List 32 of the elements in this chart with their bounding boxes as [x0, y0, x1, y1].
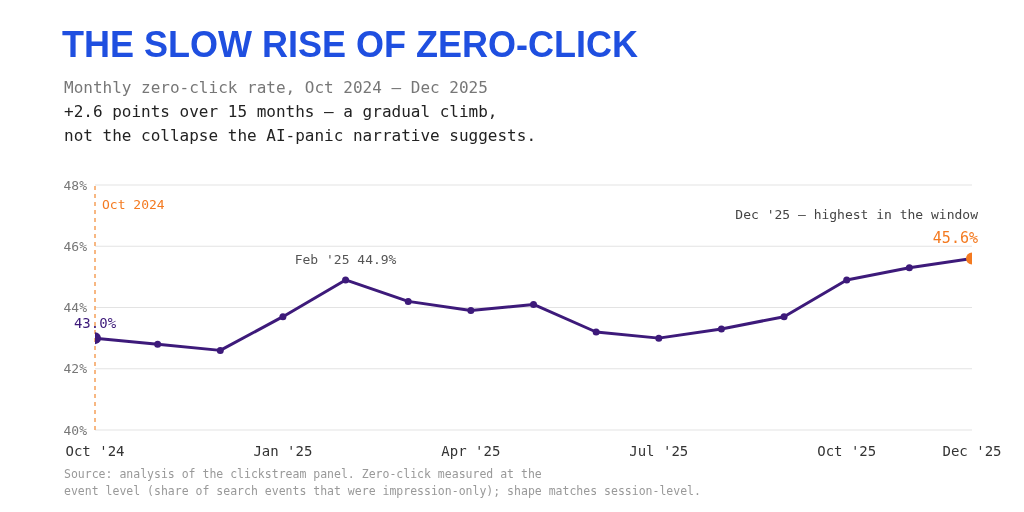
point — [530, 300, 537, 308]
point — [154, 340, 162, 348]
y-tick-label: 40% — [63, 422, 88, 438]
chart-title: THE SLOW RISE OF ZERO-CLICK — [62, 24, 638, 66]
ref-line-label: Oct 2024 — [102, 197, 165, 213]
point — [279, 313, 287, 321]
y-tick-label: 46% — [63, 238, 88, 254]
y-tick-label: 48% — [63, 177, 88, 193]
y-tick-label: 42% — [63, 361, 88, 377]
point — [780, 313, 788, 321]
point — [467, 307, 475, 315]
annotation: Feb '25 44.9% — [294, 251, 397, 267]
annotation: 43.0% — [73, 315, 117, 332]
point — [342, 276, 350, 284]
x-tick-label: Dec '25 — [942, 442, 1002, 459]
source-note: Source: analysis of the clickstream panel. Zero-click measured at the event level (share of search events that were impression-only); shape matches session-level. — [64, 466, 701, 500]
point — [717, 325, 725, 333]
x-tick-label: Jan '25 — [253, 442, 313, 459]
x-tick-label: Oct '25 — [817, 442, 877, 459]
point — [592, 328, 600, 336]
annotation: 45.6% — [932, 228, 978, 247]
x-tick-label: Oct '24 — [65, 442, 125, 459]
point — [905, 264, 913, 272]
point — [216, 346, 224, 354]
point — [655, 334, 663, 342]
y-tick-label: 44% — [63, 300, 88, 316]
x-tick-label: Jul '25 — [629, 442, 689, 459]
chart-subtitle: Monthly zero-click rate, Oct 2024 – Dec 2025 +2.6 points over 15 months — a gradual climb, not the collapse the AI-panic narrative suggests. — [64, 77, 537, 147]
annotation: Dec '25 — highest in the window — [735, 206, 979, 222]
x-tick-label: Apr '25 — [441, 442, 501, 459]
point — [843, 276, 851, 284]
point — [404, 297, 412, 305]
